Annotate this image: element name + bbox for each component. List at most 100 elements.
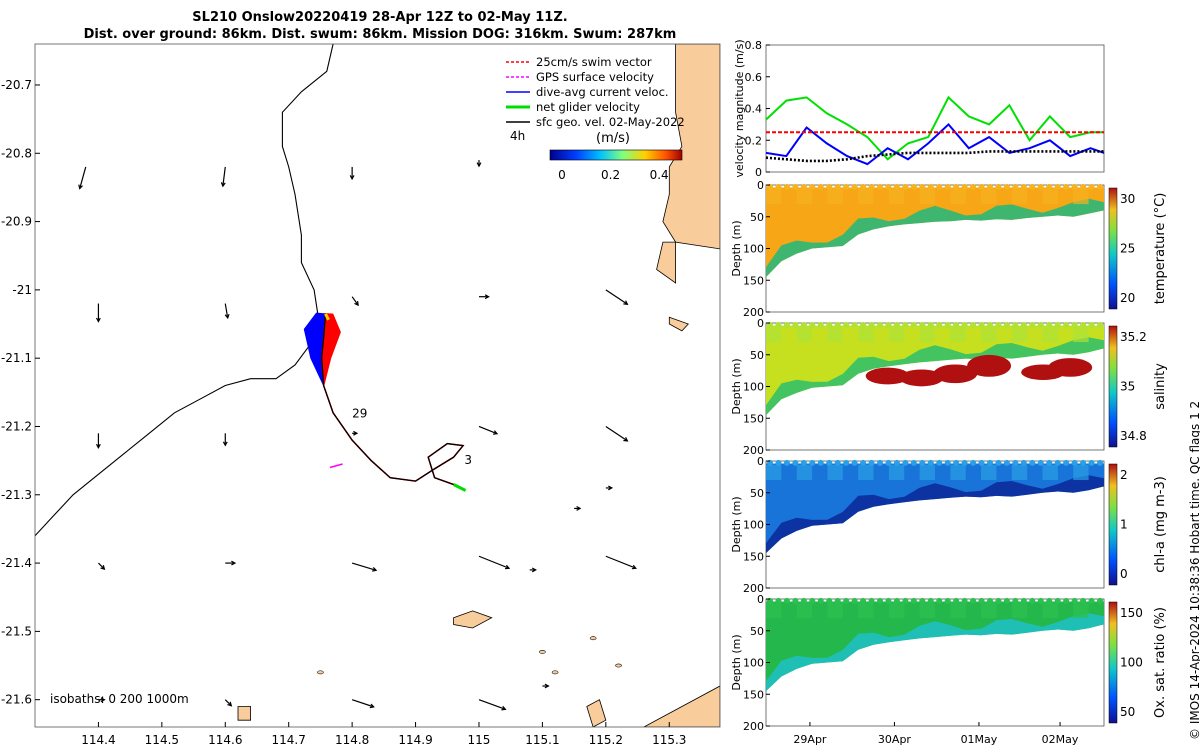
x-tick-label: 115.3 <box>652 733 686 747</box>
legend-label: dive-avg current veloc. <box>536 85 669 99</box>
section-surface-band <box>766 326 782 343</box>
section-x-tick-label: 02May <box>1042 733 1079 746</box>
section-profile-top <box>775 183 782 190</box>
section-profile-top <box>1020 183 1027 190</box>
section-surface-band <box>981 188 997 205</box>
section-surface-band <box>827 326 843 343</box>
section-highlight <box>1048 358 1093 377</box>
section-y-tick-label: 50 <box>750 487 764 500</box>
section-surface-band <box>796 602 813 619</box>
section-profile-top <box>1020 459 1027 466</box>
velocity-series-line <box>765 95 1104 161</box>
section-profile-top <box>1012 597 1019 604</box>
section-surface-band <box>858 602 874 619</box>
section-profile-top <box>902 183 909 190</box>
legend-label: sfc geo. vel. 02-May-2022 <box>536 115 685 129</box>
section-surface-band <box>827 188 843 205</box>
section-y-tick-label: 50 <box>750 211 764 224</box>
section-surface-band <box>1042 326 1058 343</box>
section-profile-top <box>1037 183 1044 190</box>
section-profile-top <box>1063 183 1070 190</box>
geo-velocity-arrowhead <box>353 430 359 436</box>
section-profile-top <box>817 459 824 466</box>
section-profile-top <box>1080 597 1087 604</box>
geo-velocity-arrow <box>478 699 506 710</box>
section-y-tick-label: 0 <box>757 593 764 606</box>
section-surface-band <box>827 602 843 619</box>
colorbar-tick-label: 0.2 <box>601 168 620 182</box>
velocity-y-tick-label: 0.8 <box>745 39 763 52</box>
section-profile-top <box>902 597 909 604</box>
section-profile-top <box>936 321 943 328</box>
colorbar <box>549 149 683 161</box>
section-deep-layer <box>766 198 1104 278</box>
section-profile-top <box>927 183 934 190</box>
section-surface-band <box>1073 464 1089 481</box>
section-profile-top <box>953 183 960 190</box>
section-profile-top <box>1054 183 1061 190</box>
section-surface-band <box>1011 602 1028 619</box>
section-profile-top <box>1097 321 1103 328</box>
geo-velocity-arrowhead <box>623 437 629 442</box>
section-profile-top <box>927 321 934 328</box>
section-colorbar-label: Ox. sat. ratio (%) <box>1153 607 1168 718</box>
section-profile-top <box>800 321 807 328</box>
section-y-tick-label: 0 <box>757 179 764 192</box>
island-b <box>668 316 690 332</box>
section-profile-top <box>783 597 790 604</box>
section-profile-top <box>902 459 909 466</box>
section-surface-band <box>796 464 813 481</box>
section-profile-top <box>1003 321 1010 328</box>
geo-velocity-arrow <box>605 289 628 305</box>
geo-velocity-arrowhead <box>349 175 355 181</box>
section-profile-top <box>834 321 841 328</box>
geo-velocity-arrowhead <box>608 485 614 491</box>
net-velocity-vector <box>452 483 467 492</box>
section-profile-top <box>1071 321 1078 328</box>
section-surface-band <box>858 326 874 343</box>
section-profile-top <box>877 597 883 604</box>
section-profile-top <box>1037 597 1044 604</box>
x-tick-label: 114.6 <box>208 733 242 747</box>
section-profile-top <box>868 597 875 604</box>
section-profile-top <box>817 597 824 604</box>
section-surface-band <box>919 464 935 481</box>
section-y-tick-label: 200 <box>743 306 764 319</box>
section-profile-top <box>1046 321 1053 328</box>
section-colorbar-label: salinity <box>1153 363 1168 410</box>
geo-velocity-arrow <box>224 303 229 319</box>
y-tick-label: -21.5 <box>1 624 32 638</box>
section-profile-top <box>1097 597 1103 604</box>
section-profile-top <box>1003 183 1010 190</box>
section-deep-layer <box>766 475 1104 554</box>
geo-velocity-arrowhead <box>227 701 233 707</box>
section-profile-top <box>1097 459 1103 466</box>
section-surface-band <box>766 464 782 481</box>
map-frame <box>34 43 721 728</box>
section-profile-top <box>1046 183 1053 190</box>
section-surface-band <box>888 602 905 619</box>
section-colorbar-tick-label: 2 <box>1120 468 1128 482</box>
section-profile-top <box>987 459 993 466</box>
section-profile-top <box>961 459 968 466</box>
section-profile-top <box>1012 183 1019 190</box>
section-profile-top <box>927 459 934 466</box>
section-y-tick-label: 200 <box>743 444 764 457</box>
section-y-label: Depth (m) <box>730 220 743 276</box>
geo-velocity-arrow <box>79 166 87 189</box>
section-profile-top <box>944 183 951 190</box>
section-profile-top <box>860 183 867 190</box>
y-tick-label: -21.4 <box>1 556 32 570</box>
section-profile-top <box>1080 183 1087 190</box>
section-profile-top <box>1071 183 1078 190</box>
section-profile-top <box>860 597 867 604</box>
section-colorbar <box>1108 187 1118 310</box>
x-tick-label: 114.4 <box>81 733 115 747</box>
section-profile-top <box>843 597 850 604</box>
section-profile-top <box>995 597 1002 604</box>
section-profile-top <box>792 183 799 190</box>
x-tick-label: 114.8 <box>335 733 369 747</box>
map-panel: 29 3 114.4 114.5 114.6 114.7 114.8 114.9 115 115.… <box>1 43 721 747</box>
map-clip-group <box>35 44 720 727</box>
section-profile-top <box>919 321 926 328</box>
